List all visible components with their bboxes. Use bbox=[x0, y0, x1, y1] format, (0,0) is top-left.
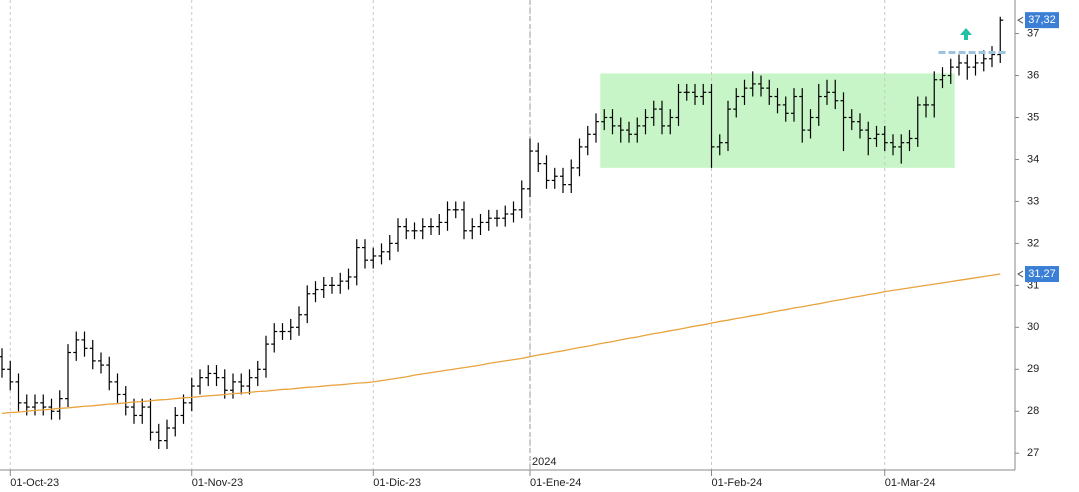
year-label: 2024 bbox=[532, 456, 556, 468]
y-tick-label: 37 bbox=[1027, 27, 1039, 39]
x-tick-label: 01-Dic-23 bbox=[373, 477, 421, 489]
price-pointer bbox=[1017, 270, 1024, 278]
x-tick-label: 01-Ene-24 bbox=[530, 477, 581, 489]
x-tick-label: 01-Oct-23 bbox=[10, 477, 59, 489]
y-tick-label: 34 bbox=[1027, 153, 1039, 165]
x-tick-label: 01-Nov-23 bbox=[192, 477, 243, 489]
y-tick-label: 32 bbox=[1027, 237, 1039, 249]
price-pointer bbox=[1017, 16, 1024, 24]
y-tick-label: 35 bbox=[1027, 111, 1039, 123]
x-tick-label: 01-Mar-24 bbox=[885, 477, 936, 489]
moving-average bbox=[1, 273, 1001, 414]
y-tick-label: 36 bbox=[1027, 69, 1039, 81]
price-label-box bbox=[1025, 12, 1059, 29]
y-tick-label: 30 bbox=[1027, 321, 1039, 333]
price-label: 31,27 bbox=[1028, 268, 1056, 280]
y-tick-label: 31 bbox=[1027, 279, 1039, 291]
y-tick-label: 29 bbox=[1027, 363, 1039, 375]
x-tick-label: 01-Feb-24 bbox=[712, 477, 763, 489]
y-tick-label: 33 bbox=[1027, 195, 1039, 207]
price-label-box bbox=[1025, 266, 1059, 283]
y-tick-label: 28 bbox=[1027, 405, 1039, 417]
price-label: 37,32 bbox=[1028, 14, 1056, 26]
y-tick-label: 27 bbox=[1027, 447, 1039, 459]
breakout-arrow bbox=[960, 28, 972, 40]
